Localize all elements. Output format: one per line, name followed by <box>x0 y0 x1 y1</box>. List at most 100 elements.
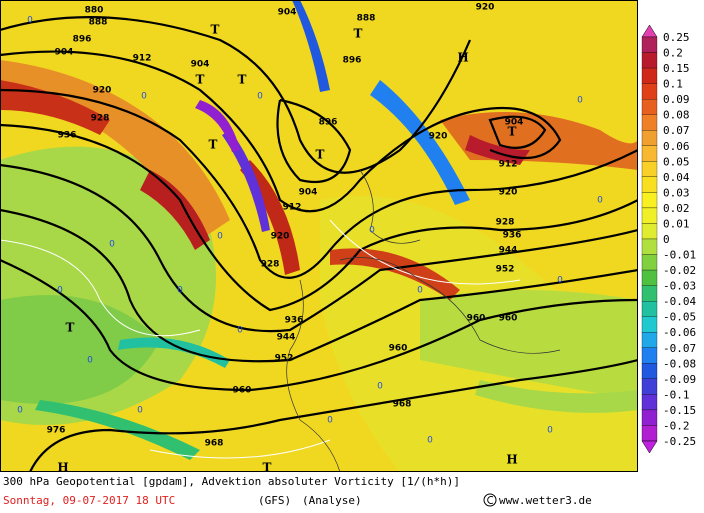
colorbar-label: 0 <box>663 233 670 246</box>
colorbar-label: 0.05 <box>663 155 690 168</box>
colorbar-swatch <box>641 83 658 100</box>
zero-label: 0 <box>327 416 333 426</box>
zero-label: 0 <box>597 196 603 206</box>
colorbar-swatch <box>641 36 658 53</box>
zero-label: 0 <box>237 326 243 336</box>
contour-label: 912 <box>499 160 518 170</box>
zero-label: 0 <box>87 356 93 366</box>
contour-label: 952 <box>275 354 294 364</box>
zero-label: 0 <box>217 232 223 242</box>
colorbar-swatch <box>641 67 658 84</box>
contour-label: 928 <box>91 114 110 124</box>
contour-label: 944 <box>499 246 518 256</box>
map-field <box>0 0 638 472</box>
zero-label: 0 <box>141 92 147 102</box>
colorbar-swatch <box>641 332 658 348</box>
contour-label: 952 <box>496 265 515 275</box>
contour-label: 976 <box>47 426 66 436</box>
colorbar-arrow-top <box>641 24 658 38</box>
contour-label: 960 <box>389 344 408 354</box>
colorbar-swatch <box>641 223 658 240</box>
pressure-marker: T <box>66 321 75 335</box>
colorbar-label: 0.09 <box>663 93 690 106</box>
contour-label: 912 <box>133 54 152 64</box>
contour-label: 904 <box>299 188 318 198</box>
colorbar-label: 0.02 <box>663 202 690 215</box>
zero-label: 0 <box>137 406 143 416</box>
zero-label: 0 <box>27 16 33 26</box>
contour-label: 944 <box>277 333 296 343</box>
zero-label: 0 <box>257 92 263 102</box>
colorbar-swatch <box>641 301 658 317</box>
colorbar-swatch <box>641 176 658 193</box>
colorbar-swatch <box>641 254 658 271</box>
colorbar-label: 0.2 <box>663 47 683 60</box>
colorbar-label: -0.1 <box>663 388 690 401</box>
zero-label: 0 <box>417 286 423 296</box>
colorbar-swatch <box>641 347 658 364</box>
colorbar-label: -0.07 <box>663 342 696 355</box>
colorbar-swatch <box>641 285 658 302</box>
caption-date: Sonntag, 09-07-2017 18 UTC <box>3 494 175 507</box>
contour-label: 960 <box>233 386 252 396</box>
colorbar-swatch <box>641 52 658 69</box>
colorbar-label: -0.05 <box>663 311 696 324</box>
zero-label: 0 <box>427 436 433 446</box>
colorbar-label: -0.15 <box>663 404 696 417</box>
pressure-marker: H <box>57 461 68 475</box>
zero-label: 0 <box>109 240 115 250</box>
zero-label: 0 <box>377 382 383 392</box>
colorbar-label: -0.08 <box>663 357 696 370</box>
contour-label: 904 <box>55 48 74 58</box>
colorbar-swatch <box>641 269 658 286</box>
contour-label: 896 <box>343 56 362 66</box>
contour-label: 928 <box>261 260 280 270</box>
colorbar-label: 0.1 <box>663 78 683 91</box>
colorbar-swatch <box>641 409 658 426</box>
contour-label: 920 <box>93 86 112 96</box>
colorbar-label: 0.25 <box>663 31 690 44</box>
contour-label: 904 <box>191 60 210 70</box>
copyright-icon <box>483 493 497 507</box>
zero-label: 0 <box>17 406 23 416</box>
colorbar-label: -0.04 <box>663 295 696 308</box>
colorbar-label: 0.08 <box>663 109 690 122</box>
colorbar-label: -0.02 <box>663 264 696 277</box>
contour-label: 920 <box>476 3 495 13</box>
pressure-marker: H <box>506 453 517 467</box>
colorbar-swatch <box>641 425 658 442</box>
zero-label: 0 <box>177 286 183 296</box>
pressure-marker: H <box>457 51 468 65</box>
contour-label: 920 <box>499 188 518 198</box>
colorbar-label: -0.25 <box>663 435 696 448</box>
contour-label: 936 <box>285 316 304 326</box>
colorbar-label: -0.03 <box>663 280 696 293</box>
pressure-marker: T <box>508 125 517 139</box>
colorbar-label: 0.01 <box>663 217 690 230</box>
colorbar-label: -0.01 <box>663 249 696 262</box>
contour-label: 936 <box>58 131 77 141</box>
contour-label: 888 <box>357 14 376 24</box>
caption-model: (GFS) <box>258 494 291 507</box>
pressure-marker: T <box>209 138 218 152</box>
caption-title: 300 hPa Geopotential [gpdam], Advektion … <box>3 475 460 488</box>
caption-analysis: (Analyse) <box>302 494 362 507</box>
colorbar-swatch <box>641 161 658 177</box>
caption-credit: www.wetter3.de <box>499 494 592 507</box>
zero-label: 0 <box>547 426 553 436</box>
zero-label: 0 <box>557 276 563 286</box>
pressure-marker: T <box>354 27 363 41</box>
copyright-c <box>487 496 494 504</box>
colorbar-label: -0.09 <box>663 373 696 386</box>
contour-label: 936 <box>503 231 522 241</box>
colorbar-label: 0.03 <box>663 186 690 199</box>
colorbar-arrow-bottom <box>641 440 658 454</box>
colorbar-swatch <box>641 207 658 224</box>
contour-label: 888 <box>89 18 108 28</box>
contour-label: 880 <box>85 6 104 16</box>
colorbar-swatch <box>641 114 658 131</box>
pressure-marker: T <box>238 73 247 87</box>
contour-label: 928 <box>496 218 515 228</box>
contour-label: 896 <box>73 35 92 45</box>
